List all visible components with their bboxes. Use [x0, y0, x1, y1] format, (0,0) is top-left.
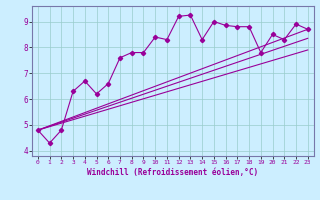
X-axis label: Windchill (Refroidissement éolien,°C): Windchill (Refroidissement éolien,°C): [87, 168, 258, 177]
